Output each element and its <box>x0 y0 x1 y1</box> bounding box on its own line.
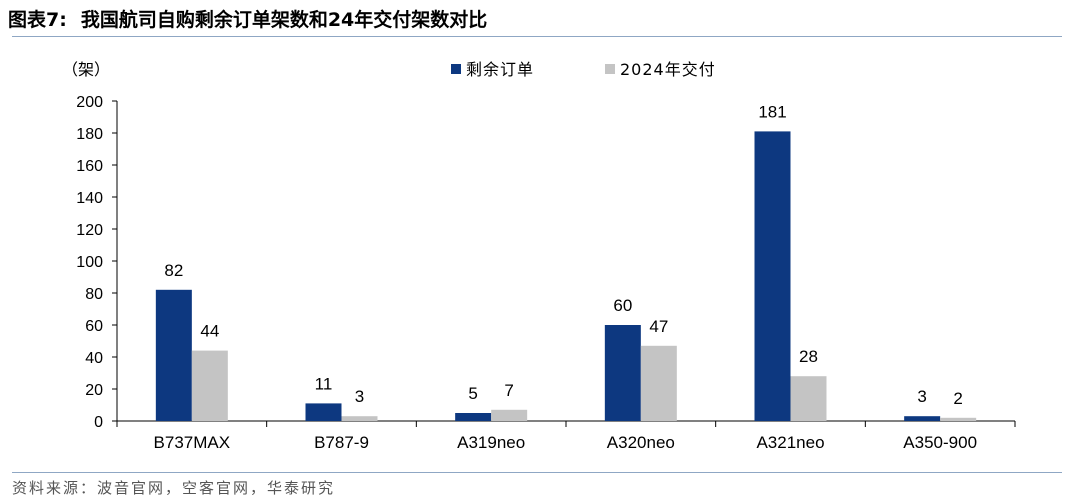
bar-remaining <box>455 413 492 421</box>
y-tick-label: 120 <box>76 222 103 239</box>
top-rule <box>12 36 1062 37</box>
bar-delivered <box>940 417 977 421</box>
y-tick-label: 140 <box>76 190 103 207</box>
bar-remaining <box>155 289 192 421</box>
x-category-label: A350-900 <box>903 433 977 452</box>
y-tick-label: 60 <box>85 318 103 335</box>
bar-remaining <box>754 131 791 421</box>
bar-delivered <box>790 376 827 421</box>
bar-remaining <box>904 416 941 421</box>
legend: 剩余订单 2024年交付 <box>451 60 716 79</box>
data-label-delivered: 7 <box>504 381 513 400</box>
data-label-remaining: 3 <box>917 387 926 406</box>
data-label-delivered: 3 <box>355 387 364 406</box>
y-tick-label: 100 <box>76 254 103 271</box>
x-category-label: A319neo <box>457 433 525 452</box>
data-label-remaining: 82 <box>164 261 183 280</box>
source-note: 资料来源：波音官网，空客官网，华泰研究 <box>12 479 336 497</box>
legend-swatch-remaining <box>451 64 461 74</box>
bar-delivered <box>640 345 677 421</box>
data-label-remaining: 5 <box>468 384 477 403</box>
data-label-remaining: 11 <box>315 374 333 393</box>
data-label-delivered: 2 <box>953 389 962 408</box>
x-category-label: A321neo <box>756 433 824 452</box>
bar-delivered <box>491 409 528 421</box>
legend-label-delivered: 2024年交付 <box>620 60 716 79</box>
y-tick-label: 40 <box>85 350 103 367</box>
bar-delivered <box>191 350 228 421</box>
bar-delivered <box>341 416 378 421</box>
bar-chart: （架） 剩余订单 2024年交付 0 20 40 60 80 100 120 140 160 18… <box>62 60 1016 452</box>
figure-title-text: 我国航司自购剩余订单架数和24年交付架数对比 <box>80 9 488 31</box>
y-axis-unit-label: （架） <box>62 60 110 79</box>
x-category-label: A320neo <box>607 433 675 452</box>
x-category-label: B737MAX <box>154 433 231 452</box>
figure-label: 图表7: <box>8 9 67 31</box>
bars <box>155 131 977 421</box>
bottom-rule <box>12 472 1062 473</box>
data-label-delivered: 44 <box>200 322 219 341</box>
data-label-remaining: 181 <box>758 102 786 121</box>
bar-remaining <box>305 403 342 421</box>
axes: 0 20 40 60 80 100 120 140 160 180 200 B737MAX B787-9… <box>76 94 1016 452</box>
legend-label-remaining: 剩余订单 <box>466 60 534 79</box>
x-category-label: B787-9 <box>314 433 369 452</box>
y-tick-label: 0 <box>94 414 103 431</box>
bar-remaining <box>604 325 641 421</box>
y-tick-label: 180 <box>76 126 103 143</box>
legend-swatch-delivered <box>605 64 615 74</box>
data-label-delivered: 47 <box>649 317 668 336</box>
figure-title: 图表7: 我国航司自购剩余订单架数和24年交付架数对比 <box>8 6 487 34</box>
y-tick-label: 20 <box>85 382 103 399</box>
y-tick-label: 160 <box>76 158 103 175</box>
data-label-remaining: 60 <box>613 296 632 315</box>
y-tick-label: 80 <box>85 286 103 303</box>
data-label-delivered: 28 <box>799 347 818 366</box>
data-labels: 82 44 11 3 5 7 60 47 181 28 3 2 <box>164 102 963 407</box>
y-tick-label: 200 <box>76 94 103 111</box>
